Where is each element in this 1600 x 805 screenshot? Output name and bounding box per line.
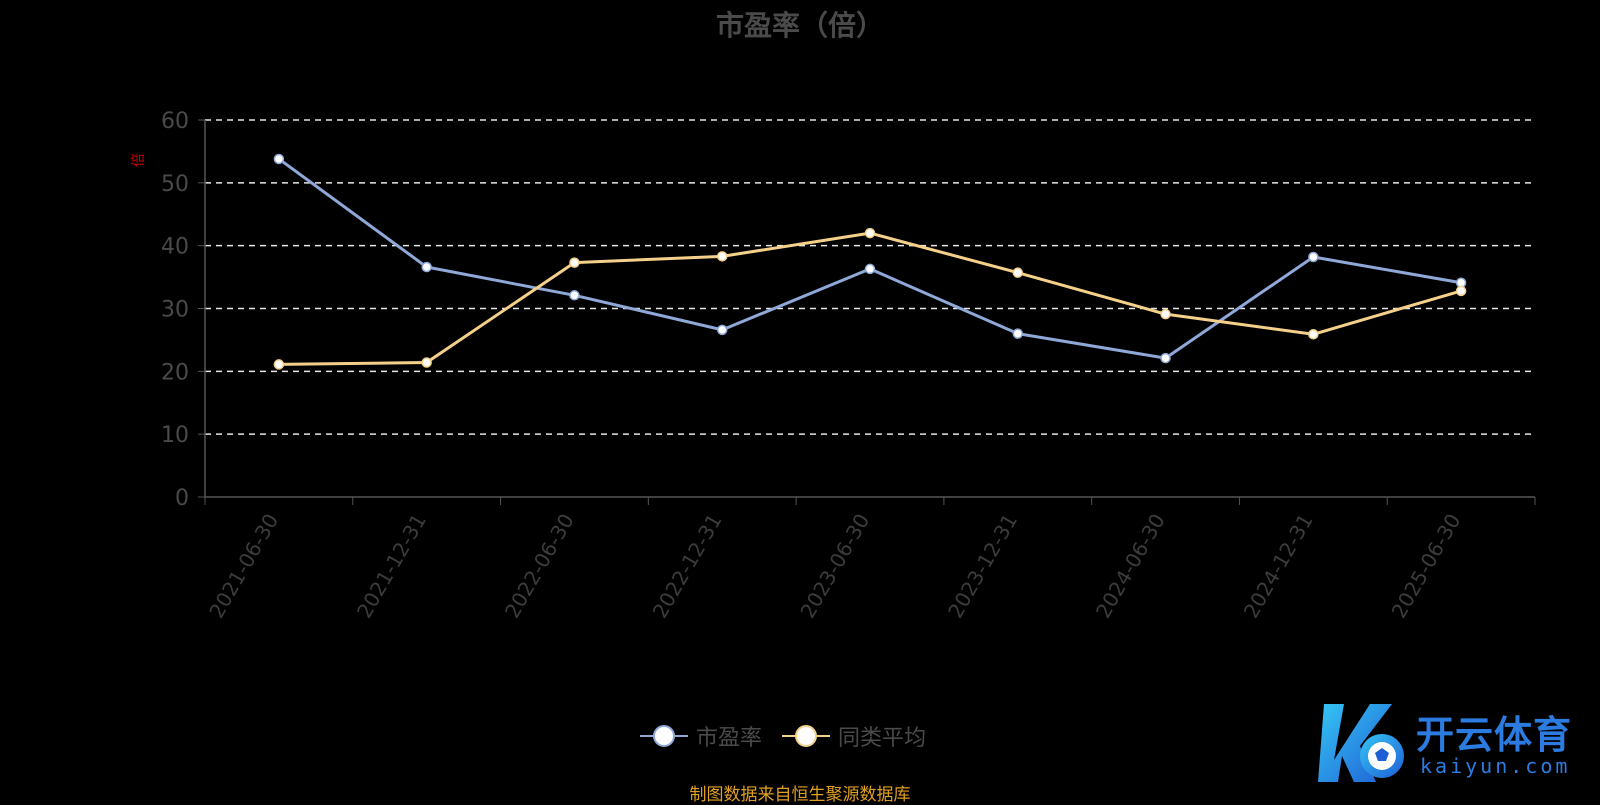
data-point xyxy=(569,257,580,268)
legend-item-pe[interactable]: 市盈率 xyxy=(640,720,762,752)
legend-label-pe: 市盈率 xyxy=(696,726,763,751)
data-point xyxy=(716,324,728,336)
data-point xyxy=(273,153,285,165)
data-point xyxy=(1012,267,1024,278)
series-lines xyxy=(273,153,1467,370)
x-tick-labels: 2021-06-30 2021-12-31 2022-06-30 2022-12-31… xyxy=(204,509,1465,622)
gridlines xyxy=(205,119,1535,435)
data-point xyxy=(569,290,580,301)
data-point xyxy=(1308,329,1319,340)
data-point xyxy=(864,263,876,275)
series-pe xyxy=(273,153,1467,364)
data-point xyxy=(1012,328,1024,339)
legend-swatch-pe xyxy=(640,724,688,748)
y-tick-label: 30 xyxy=(161,298,189,323)
legend-item-peer-avg[interactable]: 同类平均 xyxy=(782,720,926,752)
watermark-logo: 开云体育 kaiyun.com xyxy=(1310,698,1590,788)
watermark-domain: kaiyun.com xyxy=(1420,754,1571,778)
x-tick-label: 2021-06-30 xyxy=(204,510,283,623)
x-tick-label: 2025-06-30 xyxy=(1387,510,1466,623)
series-line xyxy=(278,157,1462,360)
y-tick-labels: 0 10 20 30 40 50 60 xyxy=(161,109,189,511)
x-tick-label: 2021-12-31 xyxy=(352,509,431,622)
y-tick-label: 20 xyxy=(161,360,189,385)
data-point xyxy=(273,359,285,370)
y-tick-label: 10 xyxy=(161,423,189,448)
x-tick-label: 2024-12-31 xyxy=(1239,510,1318,623)
legend-swatch-peer-avg xyxy=(782,724,831,748)
y-axis-label: 倍 xyxy=(131,153,147,167)
data-point xyxy=(1160,352,1171,364)
data-point xyxy=(864,227,876,239)
watermark-brand: 开云体育 xyxy=(1416,713,1573,757)
data-point xyxy=(421,261,432,273)
data-point xyxy=(1455,285,1467,297)
x-tick-label: 2023-12-31 xyxy=(943,510,1022,623)
series-line xyxy=(278,231,1462,366)
line-chart: 0 10 20 30 40 50 60 2021-06-30 2021-12-31 2022-0… xyxy=(131,109,1536,622)
y-tick-label: 50 xyxy=(161,172,189,197)
data-point xyxy=(1308,251,1319,263)
data-point xyxy=(716,251,728,262)
data-point xyxy=(1160,308,1171,320)
y-tick-label: 60 xyxy=(161,109,189,134)
axes xyxy=(198,119,1536,505)
x-tick-label: 2024-06-30 xyxy=(1091,510,1170,623)
kaiyun-logo-icon xyxy=(1318,704,1404,782)
y-tick-label: 0 xyxy=(175,486,189,511)
legend-label-peer-avg: 同类平均 xyxy=(838,726,927,751)
y-tick-label: 40 xyxy=(161,235,189,260)
x-tick-label: 2022-06-30 xyxy=(500,510,579,623)
series-peer-avg xyxy=(273,227,1467,370)
x-tick-label: 2022-12-31 xyxy=(648,510,727,623)
chart-title: 市盈率（倍） xyxy=(715,9,884,42)
data-point xyxy=(421,357,432,368)
legend: 市盈率 同类平均 xyxy=(640,720,926,752)
x-tick-label: 2023-06-30 xyxy=(795,510,874,623)
